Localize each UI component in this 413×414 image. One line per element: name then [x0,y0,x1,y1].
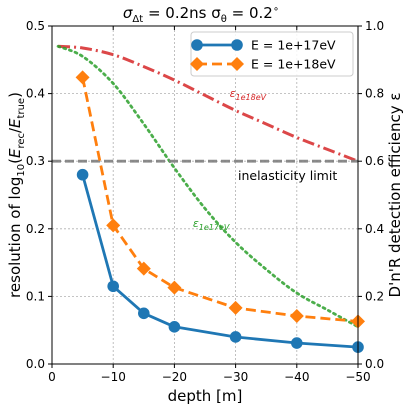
y2-tick-label: 0.2 [365,289,384,303]
efficiency-curve-1e17eV [56,44,360,329]
data-point [229,331,242,343]
data-point [291,337,303,349]
y-label-slash: / [6,127,24,133]
efficiency-label-1e18eV: ε1e18eV [230,87,267,102]
y-label-paren-close: ) [6,92,24,98]
legend-label: E = 1e+18eV [251,57,336,72]
y-axis-label: resolution of log10(Erec/Etrue) [6,92,27,298]
y2-tick-label: 0.0 [365,357,384,371]
data-point [76,168,89,181]
series-line [81,77,359,323]
y2-tick-label: 1.0 [365,19,384,33]
y-label-pre: resolution of log [6,177,24,298]
title-tail: = 0.2 [227,4,273,22]
y-tick-label: 0.5 [26,19,45,33]
data-point [136,261,151,276]
plot-frame [51,25,359,365]
y-label-paren: ( [6,158,24,164]
y-label-e2sub: true [16,98,27,119]
x-tick-label: −30 [223,370,248,384]
data-point [107,280,119,293]
y-tick-label: 0.0 [26,357,45,371]
series-E = 1e+17eV [76,168,364,353]
data-point [138,307,150,320]
series-E = 1e+18eV [75,70,365,329]
x-tick-label: −50 [345,370,370,384]
efficiency-label-sub: 1e17eV [199,223,230,232]
data-point [168,321,181,333]
data-point [228,300,243,315]
y-tick-label: 0.4 [26,87,45,101]
x-tick-label: −10 [101,370,126,384]
data-point [106,218,121,233]
data-point [167,280,182,295]
efficiency-label-base: ε [193,217,199,230]
efficiency-label-sub: 1e18eV [236,93,267,102]
axes: 0 −10 −20 −30 −40 −500.00.10.20.30.40.50.00.2… [6,19,404,405]
data-point [289,309,304,324]
series-line [81,174,359,349]
data-point [75,70,90,85]
x-axis-label: depth [m] [168,387,243,405]
y2-tick-label: 0.6 [365,154,384,168]
efficiency-curve-1e18eV [57,44,359,163]
title-degree: ∘ [273,4,279,15]
x-tick-label: −40 [284,370,309,384]
title-sub-dt: Δt [132,14,143,25]
inelasticity-limit-label: inelasticity limit [238,168,337,183]
title-sub-theta: θ [221,14,227,25]
x-tick-label: −20 [162,370,187,384]
legend: E = 1e+17eV E = 1e+18eV [190,31,354,77]
chart-title: σΔt = 0.2ns σθ = 0.2∘ [123,4,279,25]
y-tick-label: 0.2 [26,222,45,236]
x-tick-label: 0 [48,370,56,384]
y-tick-label: 0.3 [26,154,45,168]
efficiency-label-base: ε [230,87,236,100]
data-point [191,39,203,51]
efficiency-label-1e17eV: ε1e17eV [193,217,230,232]
y2-axis-label: D'n'R detection efficiency ε [386,93,404,298]
y-label-e2: E [6,118,24,128]
title-mid: = 0.2ns σ [143,4,221,22]
y-label-sub10: 10 [16,164,27,177]
data-point [231,39,243,51]
title-sigma: σ [123,4,133,22]
y-label-e1: E [6,148,24,158]
y-tick-label: 0.1 [26,289,45,303]
data-point [230,57,244,71]
y-label-e1sub: rec [16,133,27,149]
y2-tick-label: 0.4 [365,222,384,236]
grid [51,25,359,365]
legend-label: E = 1e+17eV [251,38,336,53]
data-point [190,57,204,71]
y2-tick-label: 0.8 [365,87,384,101]
